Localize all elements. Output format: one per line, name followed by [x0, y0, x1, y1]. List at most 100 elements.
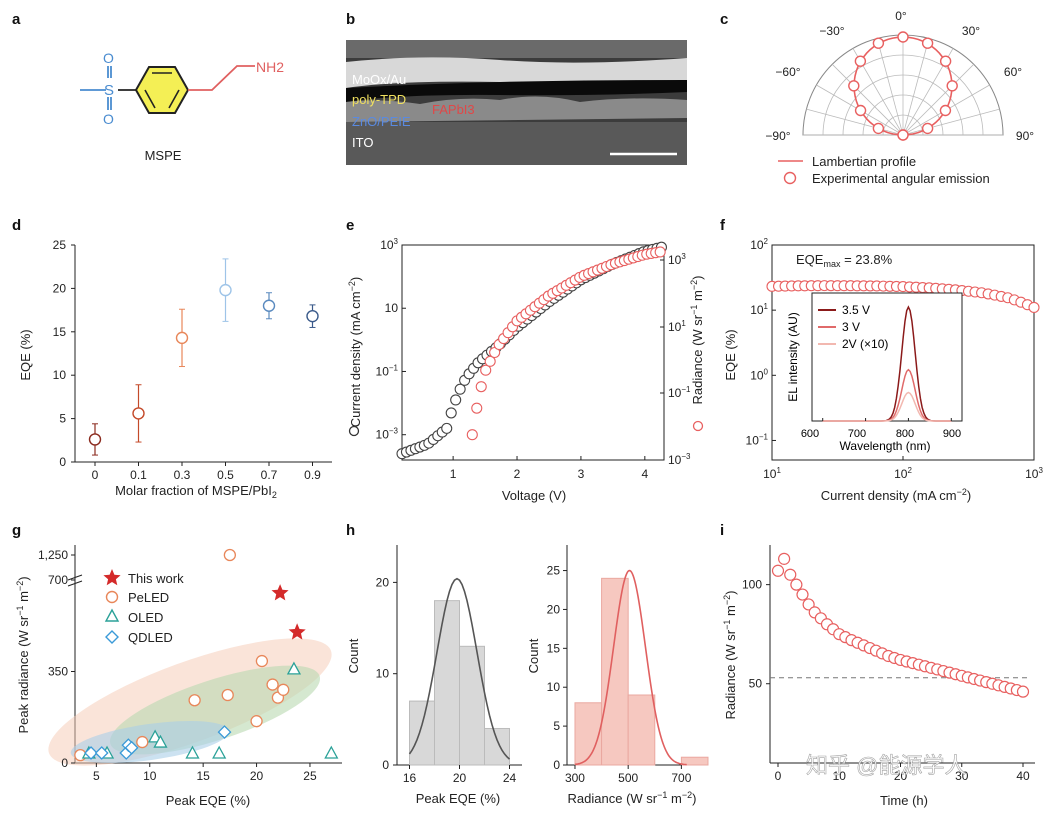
i-xtick-label: 30	[955, 769, 969, 783]
f-xtick-label: 102	[894, 466, 912, 481]
e-ylabel-left: Current density (mA cm−2)	[347, 277, 363, 427]
h-left-bar	[409, 700, 435, 766]
polar-point	[872, 37, 885, 49]
d-ylabel: EQE (%)	[18, 329, 33, 380]
h-left-bar	[484, 727, 510, 766]
layer-label-0: MoOx/Au	[352, 72, 406, 87]
g-peled-point	[266, 678, 279, 691]
panel-e: e 1 2 3 4 103 10 10−1 10−3 103 101 10−1 10−3 Curren…	[346, 217, 705, 503]
svg-text:Radiance (W sr−1 m−2): Radiance (W sr−1 m−2)	[722, 591, 738, 720]
i-point	[796, 588, 809, 601]
d-xtick-label: 0.5	[217, 468, 234, 482]
d-xticks: 0 0.1 0.3 0.5 0.7 0.9	[92, 462, 321, 482]
h-right-bar	[627, 694, 656, 766]
h-left-xlabel: Peak EQE (%)	[416, 791, 501, 806]
svg-text:Current density (mA cm−2): Current density (mA cm−2)	[347, 277, 363, 427]
g-oled-point	[153, 734, 168, 748]
h-right-xlabel: Radiance (W sr−1 m−2)	[568, 790, 697, 806]
f-ytick-label: 101	[750, 302, 768, 317]
f-ytick-label: 10−1	[746, 432, 769, 447]
benzene-ring	[134, 66, 190, 114]
polar-spoke	[832, 64, 904, 136]
amine-group: NH2	[256, 59, 284, 75]
g-legend-3: QDLED	[128, 630, 173, 645]
d-point	[175, 331, 189, 345]
h-right-ylabel: Count	[526, 638, 541, 673]
polar-point	[921, 122, 934, 135]
panel-d: d 0 5 10 15 20 25 0 0.1 0.3 0.5 0.7 0.9 EQE (%) Mo…	[12, 217, 332, 500]
d-xtick-label: 0.9	[304, 468, 321, 482]
h-left-bar	[434, 600, 460, 766]
e-xtick-label: 2	[514, 467, 521, 481]
polar-point	[897, 129, 909, 141]
f-inset-xlabel: Wavelength (nm)	[840, 439, 931, 453]
e-ylabel-right: Radiance (W sr−1 m−2)	[689, 276, 705, 405]
e-radiance-point	[654, 246, 666, 258]
f-annotation: EQEmax = 23.8%	[796, 252, 893, 269]
d-point	[306, 309, 319, 323]
angle-label-neg30: −30°	[819, 24, 844, 38]
i-xtick-label: 0	[775, 769, 782, 783]
e-ytick-right-label: 10−3	[668, 452, 691, 467]
e-current-point	[450, 394, 462, 406]
f-inset-ylabel: EL intensity (AU)	[786, 312, 800, 402]
panel-b: b MoOx/Au poly-TPD FAPbI3 ZnO/PEIE ITO	[346, 11, 687, 165]
polar-spoke	[902, 64, 974, 136]
e-left-marker	[348, 425, 360, 437]
svg-text:Radiance (W sr−1 m−2): Radiance (W sr−1 m−2)	[689, 276, 705, 405]
polar-point	[946, 80, 958, 92]
i-ticks: 50 100 0 10 20 30 40	[742, 578, 1030, 783]
sulfur-atom: S	[104, 82, 114, 99]
h-left-ytick-label: 20	[376, 575, 390, 589]
f-eqe-point	[1028, 301, 1040, 314]
g-legend-2: OLED	[128, 610, 163, 625]
panel-a-label: a	[12, 11, 21, 28]
g-xtick-label: 10	[143, 769, 157, 783]
e-ytick-left-label: 103	[380, 237, 398, 252]
poly-tpd-layer	[346, 80, 687, 102]
layer-label-1: poly-TPD	[352, 92, 406, 107]
e-radiance-point	[466, 429, 478, 441]
f-inset-legend-0: 3.5 V	[842, 303, 870, 317]
d-ytick-label: 5	[59, 412, 66, 426]
polar-point	[939, 55, 952, 67]
layer-label-4: ITO	[352, 135, 373, 150]
g-thiswork-point	[271, 584, 289, 601]
polar-point	[854, 104, 867, 117]
g-oled-point	[185, 745, 200, 759]
e-ytick-right-label: 10−1	[668, 385, 691, 400]
h-right-fit	[574, 569, 687, 766]
h-right-ytick-label: 5	[553, 719, 560, 733]
legend-marker-sample	[783, 171, 797, 185]
polar-spoke	[902, 38, 930, 136]
legend-lambertian: Lambertian profile	[812, 154, 916, 169]
legend-star-icon	[103, 569, 121, 586]
axis-break-1	[67, 574, 83, 581]
d-xtick-label: 0.3	[174, 468, 191, 482]
d-ytick-label: 0	[59, 455, 66, 469]
d-xtick-label: 0.7	[261, 468, 278, 482]
e-points	[396, 241, 667, 460]
h-left-xtick-label: 24	[503, 771, 517, 785]
panel-c: c 0° −30° 30° −60° 60° −90° 90° Lamberti…	[720, 9, 1034, 186]
e-xtick-label: 1	[450, 467, 457, 481]
angle-label-30: 30°	[962, 24, 980, 38]
panel-g-label: g	[12, 522, 21, 539]
f-inset-xtick-2: 800	[896, 428, 914, 440]
panel-c-label: c	[720, 11, 728, 28]
e-xtick-label: 3	[578, 467, 585, 481]
h-right-bar	[601, 577, 629, 766]
g-ytick-label: 1,250	[38, 548, 68, 562]
panel-a: a S O O NH2 MSPE	[12, 11, 284, 163]
axis-break-2	[67, 580, 83, 587]
e-ytick-left-label: 10−3	[376, 427, 399, 442]
angle-label-neg60: −60°	[775, 65, 800, 79]
h-left-ylabel: Count	[346, 638, 361, 673]
f-ytick-label: 102	[750, 237, 768, 252]
e-right-marker	[692, 420, 704, 432]
d-point	[132, 407, 145, 420]
e-ticks: 1 2 3 4 103 10 10−1 10−3 103 101 10−1 10−3	[376, 237, 692, 481]
perovskite-layer	[346, 96, 687, 122]
legend-circle-icon	[105, 590, 119, 604]
g-qdled-point	[84, 746, 98, 760]
